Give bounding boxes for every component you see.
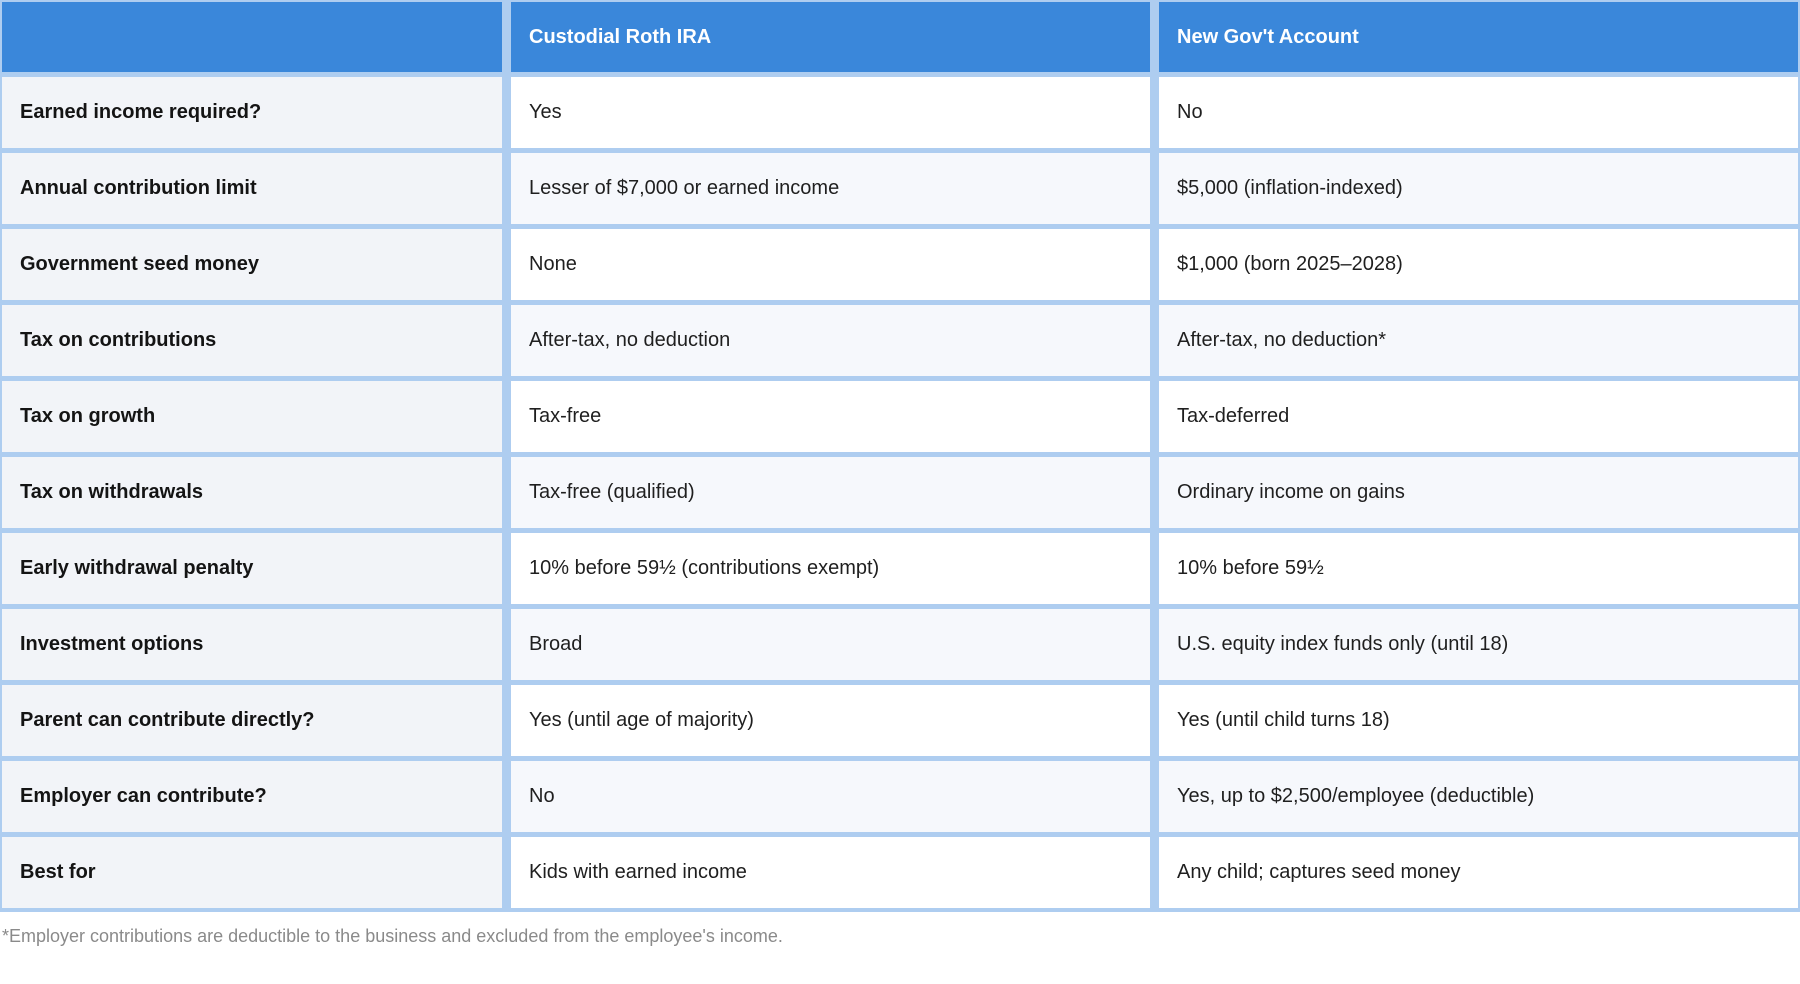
table-row: Early withdrawal penalty 10% before 59½ …	[2, 533, 1798, 604]
header-new-govt-account: New Gov't Account	[1159, 2, 1798, 72]
header-empty-cell	[2, 2, 502, 72]
govt-cell: Any child; captures seed money	[1159, 837, 1798, 908]
row-label: Annual contribution limit	[2, 153, 502, 224]
table-row: Investment options Broad U.S. equity ind…	[2, 609, 1798, 680]
table-row: Best for Kids with earned income Any chi…	[2, 837, 1798, 908]
custodial-cell: Yes (until age of majority)	[511, 685, 1150, 756]
table-row: Government seed money None $1,000 (born …	[2, 229, 1798, 300]
govt-cell: Ordinary income on gains	[1159, 457, 1798, 528]
table-row: Tax on withdrawals Tax-free (qualified) …	[2, 457, 1798, 528]
govt-cell: No	[1159, 77, 1798, 148]
custodial-cell: Broad	[511, 609, 1150, 680]
govt-cell: $1,000 (born 2025–2028)	[1159, 229, 1798, 300]
comparison-table: Custodial Roth IRA New Gov't Account Ear…	[0, 0, 1800, 912]
govt-cell: $5,000 (inflation-indexed)	[1159, 153, 1798, 224]
custodial-cell: No	[511, 761, 1150, 832]
custodial-cell: None	[511, 229, 1150, 300]
govt-cell: 10% before 59½	[1159, 533, 1798, 604]
govt-cell: After-tax, no deduction*	[1159, 305, 1798, 376]
footnote: *Employer contributions are deductible t…	[2, 926, 783, 946]
row-label: Government seed money	[2, 229, 502, 300]
table-header-row: Custodial Roth IRA New Gov't Account	[2, 2, 1798, 72]
table-row: Tax on growth Tax-free Tax-deferred	[2, 381, 1798, 452]
custodial-cell: Kids with earned income	[511, 837, 1150, 908]
govt-cell: Yes, up to $2,500/employee (deductible)	[1159, 761, 1798, 832]
table-row: Parent can contribute directly? Yes (unt…	[2, 685, 1798, 756]
row-label: Tax on growth	[2, 381, 502, 452]
table-row: Tax on contributions After-tax, no deduc…	[2, 305, 1798, 376]
govt-cell: U.S. equity index funds only (until 18)	[1159, 609, 1798, 680]
govt-cell: Tax-deferred	[1159, 381, 1798, 452]
table-row: Annual contribution limit Lesser of $7,0…	[2, 153, 1798, 224]
govt-cell: Yes (until child turns 18)	[1159, 685, 1798, 756]
custodial-cell: Tax-free (qualified)	[511, 457, 1150, 528]
row-label: Earned income required?	[2, 77, 502, 148]
table-row: Employer can contribute? No Yes, up to $…	[2, 761, 1798, 832]
custodial-cell: Yes	[511, 77, 1150, 148]
row-label: Investment options	[2, 609, 502, 680]
row-label: Employer can contribute?	[2, 761, 502, 832]
custodial-cell: After-tax, no deduction	[511, 305, 1150, 376]
custodial-cell: Lesser of $7,000 or earned income	[511, 153, 1150, 224]
header-custodial-roth-ira: Custodial Roth IRA	[511, 2, 1150, 72]
custodial-cell: Tax-free	[511, 381, 1150, 452]
row-label: Tax on contributions	[2, 305, 502, 376]
table-row: Earned income required? Yes No	[2, 77, 1798, 148]
custodial-cell: 10% before 59½ (contributions exempt)	[511, 533, 1150, 604]
row-label: Parent can contribute directly?	[2, 685, 502, 756]
row-label: Early withdrawal penalty	[2, 533, 502, 604]
row-label: Tax on withdrawals	[2, 457, 502, 528]
row-label: Best for	[2, 837, 502, 908]
